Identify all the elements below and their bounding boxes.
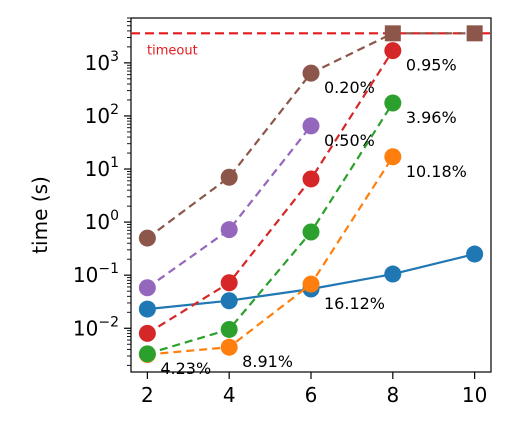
y-tick-label: 103: [85, 49, 119, 75]
x-tick-label: 8: [386, 383, 399, 407]
percent-annotation: 3.96%: [406, 108, 457, 127]
series-marker: [138, 279, 156, 297]
percent-annotation: 4.23%: [160, 359, 211, 378]
percent-annotation: 8.91%: [242, 352, 293, 371]
percent-annotation: 0.50%: [324, 131, 375, 150]
percent-annotation: 0.20%: [324, 78, 375, 97]
series-marker: [138, 345, 156, 363]
series-marker: [220, 168, 238, 186]
series-marker: [384, 42, 402, 60]
series-marker: [138, 229, 156, 247]
series-marker: [220, 320, 238, 338]
series-marker: [302, 117, 320, 135]
timeout-label: timeout: [147, 43, 198, 58]
series-marker: [384, 94, 402, 112]
y-axis-title: time (s): [28, 176, 52, 254]
series-marker: [384, 148, 402, 166]
x-tick-label: 6: [305, 383, 318, 407]
series-line: [147, 102, 394, 355]
series-marker: [302, 170, 320, 188]
series-line: [146, 50, 394, 335]
x-tick-label: 2: [141, 383, 154, 407]
y-tick-label: 102: [85, 102, 119, 128]
percent-annotation: 16.12%: [324, 294, 385, 313]
percent-annotation: 0.95%: [406, 56, 457, 75]
y-tick-label: 10−1: [73, 261, 119, 287]
series-line: [146, 125, 312, 289]
x-tick-label: 10: [462, 383, 487, 407]
y-tick-label: 10−2: [73, 314, 119, 340]
series-marker: [302, 223, 320, 241]
series-marker: [220, 221, 238, 239]
series-marker: [138, 324, 156, 342]
series-marker: [302, 64, 320, 82]
series-line: [147, 156, 394, 356]
series-marker: [466, 245, 484, 263]
series-marker: [384, 25, 401, 42]
series-marker: [138, 300, 156, 318]
chart-marks: 2 4 6 8 10 10−2 10−1 100 101 102 103 timeout 0.95% 0.…: [73, 17, 492, 407]
x-tick-label: 4: [223, 383, 236, 407]
percent-annotation: 10.18%: [406, 162, 467, 181]
series-marker: [220, 274, 238, 292]
series-marker: [384, 265, 402, 283]
series-marker: [220, 338, 238, 356]
y-tick-label: 100: [85, 208, 119, 234]
y-tick-label: 101: [85, 155, 119, 181]
series-marker: [220, 292, 238, 310]
series-marker: [302, 275, 320, 293]
series-marker: [466, 25, 483, 42]
